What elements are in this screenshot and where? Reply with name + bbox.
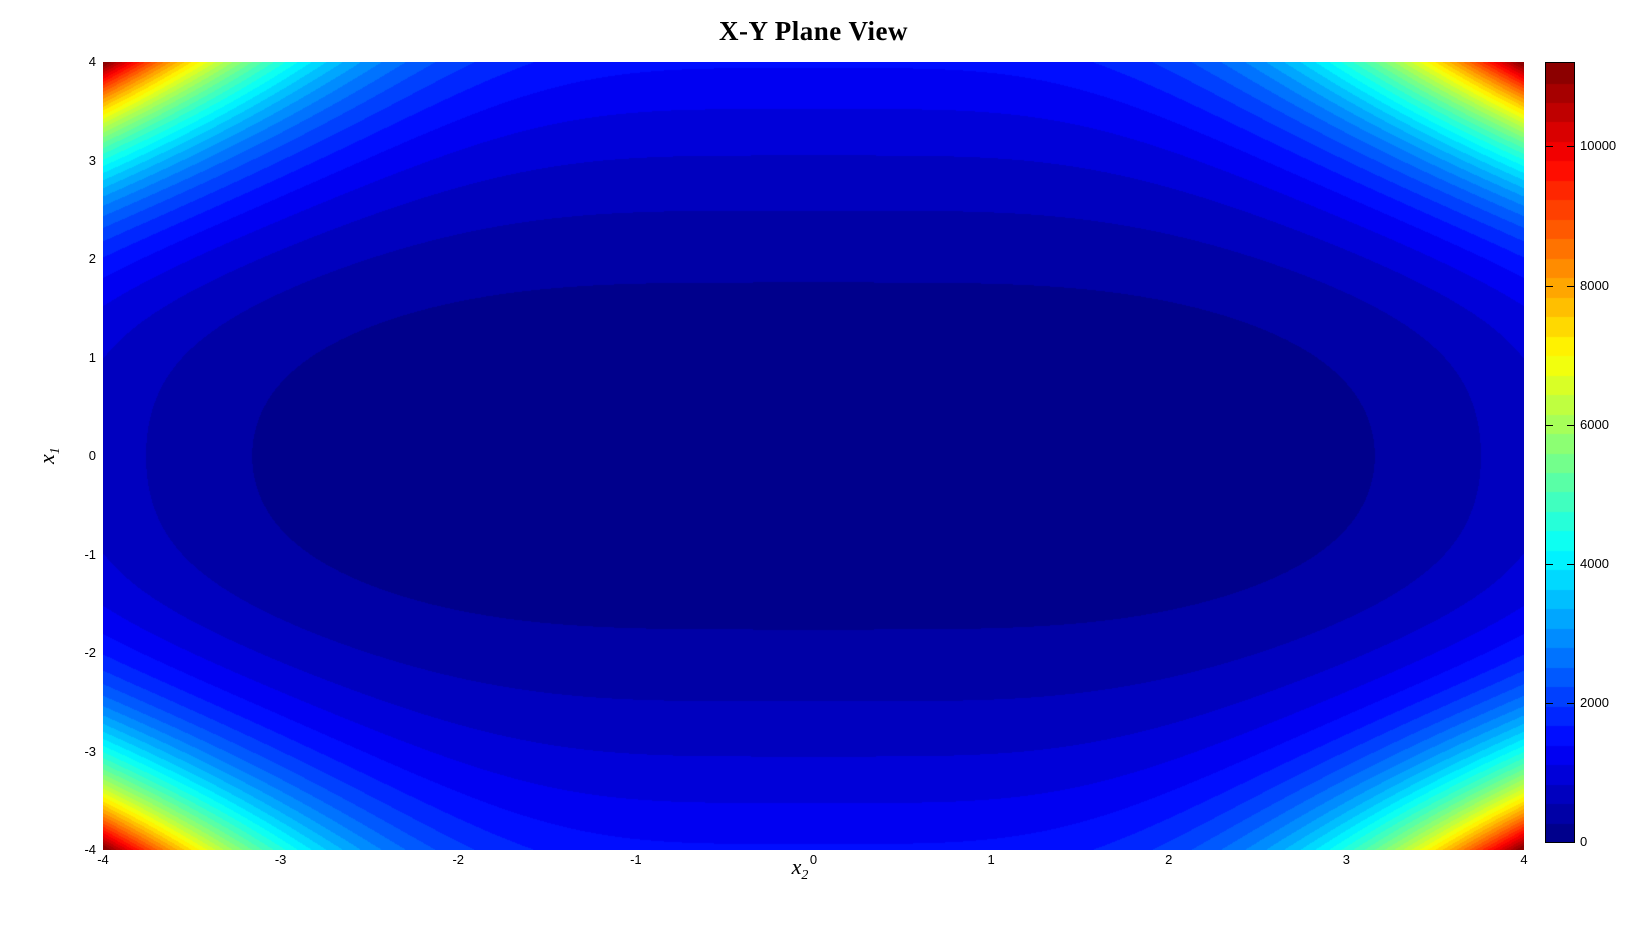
x-axis-label-subscript: 2 <box>801 868 809 883</box>
x-tick-label: -3 <box>274 852 287 867</box>
y-tick-label: -1 <box>84 546 96 562</box>
x-tick-label: 2 <box>1165 852 1173 867</box>
colorbar-tick-mark <box>1546 702 1553 704</box>
colorbar-gradient-canvas <box>1546 63 1574 842</box>
colorbar-tick-label: 6000 <box>1580 416 1609 432</box>
x-tick-label: 1 <box>987 852 995 867</box>
y-axis-label: x1 <box>34 447 64 464</box>
x-tick-label: 0 <box>809 852 818 867</box>
chart-title: X-Y Plane View <box>719 16 908 46</box>
colorbar-tick-mark <box>1546 285 1553 287</box>
colorbar-tick-mark <box>1546 563 1553 565</box>
x-tick-label: -4 <box>97 852 109 867</box>
colorbar-tick-mark <box>1567 285 1574 287</box>
x-tick-label: -2 <box>452 852 465 867</box>
colorbar-tick-mark <box>1567 702 1574 704</box>
y-axis-label-subscript: 1 <box>48 447 63 455</box>
colorbar-tick-label: 10000 <box>1580 138 1617 154</box>
y-tick-label: 1 <box>88 349 96 365</box>
y-axis-label-base: x <box>34 454 59 464</box>
colorbar-tick-label: 8000 <box>1580 277 1609 293</box>
y-tick-label: 0 <box>88 448 96 463</box>
colorbar <box>1545 62 1575 843</box>
y-tick-label: 3 <box>88 152 96 168</box>
colorbar-tick-mark <box>1567 424 1574 426</box>
x-tick-label: -1 <box>630 852 642 867</box>
x-tick-label: 3 <box>1342 852 1350 867</box>
colorbar-tick-label: 0 <box>1580 834 1588 849</box>
y-tick-label: -3 <box>84 743 96 759</box>
y-tick-label: 4 <box>88 54 96 69</box>
y-tick-label: -4 <box>84 842 96 857</box>
x-axis-label: x2 <box>770 854 830 884</box>
x-tick-label: 4 <box>1520 852 1528 867</box>
colorbar-tick-mark <box>1546 424 1553 426</box>
x-axis-label-base: x <box>791 854 802 879</box>
y-tick-label: -2 <box>84 645 96 660</box>
colorbar-tick-mark <box>1567 146 1574 148</box>
y-tick-label: 2 <box>88 251 96 266</box>
colorbar-tick-mark <box>1546 146 1553 148</box>
colorbar-tick-mark <box>1567 563 1574 565</box>
contour-heatmap-canvas <box>103 62 1524 850</box>
colorbar-tick-label: 2000 <box>1580 694 1609 710</box>
colorbar-tick-label: 4000 <box>1580 555 1609 571</box>
